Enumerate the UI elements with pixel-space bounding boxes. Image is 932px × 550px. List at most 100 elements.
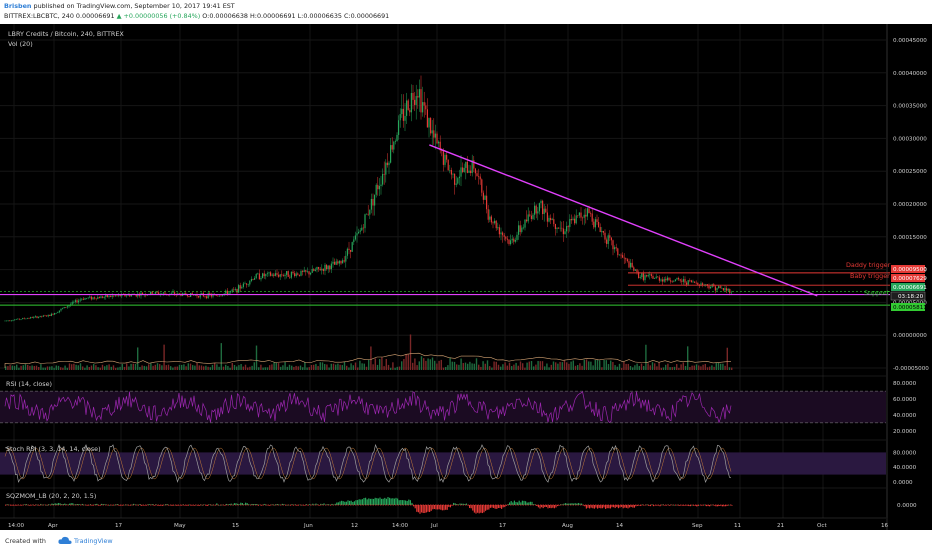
indicator-panes: 80.0000 60.0000 40.0000 20.0000 80.0000 40.00… <box>0 375 917 514</box>
sqz-histogram-bar <box>69 503 71 505</box>
sqz-histogram-bar <box>683 505 685 506</box>
candle-body <box>204 296 206 297</box>
volume-bar <box>238 365 240 370</box>
volume-bar <box>651 362 654 370</box>
volume-bar <box>662 367 665 370</box>
candle-body <box>465 161 467 168</box>
candle-body <box>582 217 584 219</box>
candle-body <box>406 100 408 116</box>
sqz-histogram-bar <box>622 505 624 509</box>
volume-bar <box>420 356 423 370</box>
candle-body <box>647 275 649 277</box>
volume-bar <box>273 362 275 370</box>
volume-bar <box>198 365 200 370</box>
volume-bar <box>348 367 350 370</box>
sqz-histogram-bar <box>507 504 509 505</box>
volume-bar <box>469 361 471 370</box>
volume-bar <box>286 366 288 370</box>
candle-body <box>255 274 257 279</box>
candle-body <box>588 208 590 214</box>
candle-body <box>407 100 409 111</box>
volume-bar <box>196 362 198 370</box>
volume-bar <box>282 365 284 370</box>
candle-body <box>534 205 536 215</box>
sqz-histogram-bar <box>313 504 315 506</box>
price-chart-svg[interactable]: 80.0000 60.0000 40.0000 20.0000 80.0000 40.00… <box>0 24 932 530</box>
candle-body <box>446 154 448 160</box>
volume-bar <box>403 359 405 370</box>
volume-bar <box>337 363 339 370</box>
volume-bar <box>130 363 132 370</box>
candle-body <box>545 208 547 213</box>
price-tick-label: -0.00005000 <box>893 366 929 372</box>
author-link[interactable]: Brisben <box>4 2 32 10</box>
sqz-histogram-bar <box>625 505 627 508</box>
price-tick-label: 0.00035000 <box>893 104 927 110</box>
sqz-histogram-bar <box>283 504 285 505</box>
time-tick-label: 16 <box>881 523 889 529</box>
volume-bar <box>231 362 233 370</box>
sqz-histogram-bar <box>456 504 458 505</box>
sqz-histogram-bar <box>528 502 530 505</box>
volume-bar <box>368 359 370 370</box>
candle-body <box>233 289 235 291</box>
candle-body <box>316 266 318 270</box>
sqz-histogram-bar <box>497 505 499 508</box>
sqz-histogram-bar <box>427 505 429 512</box>
volume-bar <box>262 367 264 370</box>
candle-body <box>726 288 728 291</box>
sqz-histogram-bar <box>189 504 191 506</box>
sqz-histogram-bar <box>669 505 671 506</box>
sqz-histogram-bar <box>649 505 651 507</box>
sqz-histogram-bar <box>392 498 394 505</box>
volume-bar <box>601 367 603 370</box>
sqz-histogram-bar <box>470 505 472 509</box>
candle-body <box>450 169 452 175</box>
tradingview-brand-link[interactable]: TradingView <box>74 537 113 545</box>
candle-body <box>670 280 672 282</box>
candle-body <box>415 96 417 105</box>
chart-area[interactable]: 80.0000 60.0000 40.0000 20.0000 80.0000 40.00… <box>0 24 932 530</box>
volume-bar <box>44 367 46 370</box>
candle-body <box>252 279 254 280</box>
sqz-histogram-bar <box>345 501 347 505</box>
volume-bar <box>405 353 407 370</box>
candle-body <box>84 298 86 300</box>
candle-body <box>276 273 278 275</box>
volume-bar <box>216 364 218 370</box>
sqz-histogram-bar <box>406 500 408 505</box>
volume-bar <box>148 364 150 370</box>
sqz-histogram-bar <box>496 505 498 509</box>
candle-body <box>271 274 273 276</box>
candle-body <box>353 239 355 243</box>
candle-body <box>81 298 83 300</box>
volume-bar <box>412 362 414 370</box>
candle-body <box>409 110 411 113</box>
price-tick-label: 0.00020000 <box>893 202 927 208</box>
candle-body <box>62 308 64 309</box>
rsi-label: RSI (14, close) <box>6 380 52 388</box>
sqz-histogram-bar <box>619 505 621 508</box>
sqz-histogram-bar <box>571 503 573 505</box>
volume-bar <box>671 367 673 370</box>
volume-bar <box>693 365 695 370</box>
sqz-histogram-bar <box>486 505 488 510</box>
candle-body <box>652 275 654 279</box>
candle-body <box>673 281 675 282</box>
volume-bar <box>145 366 148 370</box>
candle-body <box>727 288 729 291</box>
volume-bar <box>269 365 271 370</box>
volume-bar <box>592 365 594 370</box>
volume-bar <box>299 365 302 370</box>
volume-bar <box>522 363 524 370</box>
candle-body <box>674 279 676 282</box>
candle-body <box>295 273 297 277</box>
volume-bar <box>354 362 357 370</box>
sqz-histogram-bar <box>381 498 383 505</box>
candle-body <box>426 109 428 128</box>
volume-bar <box>720 363 722 370</box>
candle-body <box>497 227 499 229</box>
volume-bar <box>306 367 308 370</box>
candle-body <box>682 279 684 282</box>
volume-bar <box>585 359 588 370</box>
